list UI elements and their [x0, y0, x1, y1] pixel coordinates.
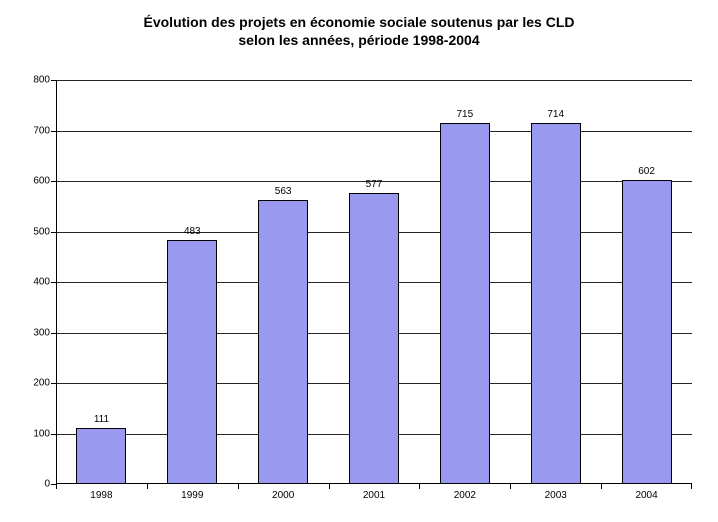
x-tick-mark [56, 484, 57, 489]
x-tick-mark [419, 484, 420, 489]
chart-title-line2: selon les années, période 1998-2004 [0, 32, 718, 50]
bar [258, 200, 308, 484]
x-category-label: 2003 [545, 484, 567, 501]
bar [349, 193, 399, 484]
bar [76, 428, 126, 484]
chart-title-line1: Évolution des projets en économie social… [0, 14, 718, 32]
x-category-label: 2001 [363, 484, 385, 501]
bar-value-label: 602 [638, 166, 655, 180]
x-tick-mark [510, 484, 511, 489]
bar-value-label: 483 [184, 226, 201, 240]
bar-value-label: 577 [366, 179, 383, 193]
chart-title: Évolution des projets en économie social… [0, 14, 718, 49]
x-tick-mark [691, 484, 692, 489]
x-tick-mark [238, 484, 239, 489]
x-category-label: 1998 [90, 484, 112, 501]
gridline [56, 80, 692, 81]
y-tick-label: 500 [33, 226, 56, 237]
y-tick-label: 600 [33, 176, 56, 187]
x-tick-mark [147, 484, 148, 489]
x-category-label: 2002 [454, 484, 476, 501]
y-tick-label: 700 [33, 125, 56, 136]
x-tick-mark [329, 484, 330, 489]
y-tick-label: 800 [33, 75, 56, 86]
bar-value-label: 111 [94, 414, 109, 428]
x-category-label: 2004 [635, 484, 657, 501]
chart-container: Évolution des projets en économie social… [0, 0, 718, 522]
y-tick-label: 400 [33, 277, 56, 288]
x-tick-mark [601, 484, 602, 489]
gridline [56, 131, 692, 132]
bar [440, 123, 490, 484]
bar-value-label: 563 [275, 186, 292, 200]
x-category-label: 2000 [272, 484, 294, 501]
y-tick-label: 200 [33, 378, 56, 389]
bar-value-label: 714 [547, 109, 564, 123]
bar [622, 180, 672, 484]
bar [167, 240, 217, 484]
y-tick-label: 100 [33, 428, 56, 439]
y-tick-label: 0 [44, 479, 56, 490]
y-tick-label: 300 [33, 327, 56, 338]
x-category-label: 1999 [181, 484, 203, 501]
bar [531, 123, 581, 484]
bar-value-label: 715 [457, 109, 474, 123]
plot-area: 0100200300400500600700800111199848319995… [56, 80, 692, 484]
